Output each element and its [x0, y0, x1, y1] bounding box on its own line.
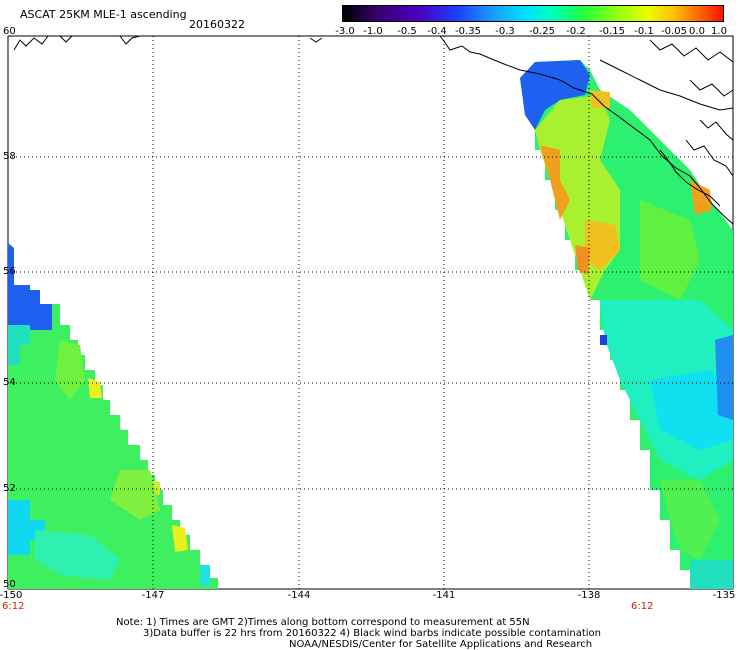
lat-label: 50 — [3, 579, 16, 590]
time-label-left: 6:12 — [2, 601, 25, 612]
colorbar-label: -0.15 — [599, 26, 625, 37]
lat-label: 58 — [3, 151, 16, 162]
colorbar-labels: -3.0 -1.0 -0.5 -0.4 -0.35 -0.3 -0.25 -0.… — [335, 26, 727, 38]
lon-label: -141 — [432, 590, 456, 601]
lat-label: 60 — [3, 26, 16, 37]
lat-label: 52 — [3, 483, 16, 494]
graticule — [8, 35, 733, 589]
colorbar-label: -0.5 — [397, 26, 417, 37]
swath-left — [8, 243, 218, 589]
colorbar-label: -0.25 — [529, 26, 555, 37]
time-label-right: 6:12 — [631, 601, 654, 612]
colorbar-label: -1.0 — [363, 26, 383, 37]
notes: Note: 1) Times are GMT 2)Times along bot… — [116, 617, 601, 650]
note-line: 3)Data buffer is 22 hrs from 20160322 4)… — [143, 628, 601, 639]
colorbar-label: -0.35 — [455, 26, 481, 37]
note-line: NOAA/NESDIS/Center for Satellite Applica… — [289, 639, 593, 650]
lon-label: -147 — [141, 590, 165, 601]
lon-label: -135 — [712, 590, 736, 601]
lat-label: 56 — [3, 266, 16, 277]
lon-label: -150 — [0, 590, 23, 601]
lon-label: -144 — [287, 590, 311, 601]
colorbar-label: -0.4 — [427, 26, 447, 37]
lon-label: -138 — [577, 590, 601, 601]
product-date: 20160322 — [189, 18, 245, 31]
lat-label: 54 — [3, 377, 16, 388]
colorbar — [342, 5, 724, 22]
colorbar-label: -3.0 — [335, 26, 355, 37]
colorbar-label: -0.3 — [495, 26, 515, 37]
colorbar-label: -0.1 — [634, 26, 654, 37]
note-line: Note: 1) Times are GMT 2)Times along bot… — [116, 617, 530, 628]
swath-right — [520, 60, 733, 589]
colorbar-label: 1.0 — [711, 26, 727, 37]
colorbar-label: -0.2 — [566, 26, 586, 37]
coastline — [13, 35, 734, 225]
product-title: ASCAT 25KM MLE-1 ascending — [20, 8, 187, 21]
colorbar-label: 0.0 — [689, 26, 705, 37]
colorbar-label: -0.05 — [661, 26, 687, 37]
